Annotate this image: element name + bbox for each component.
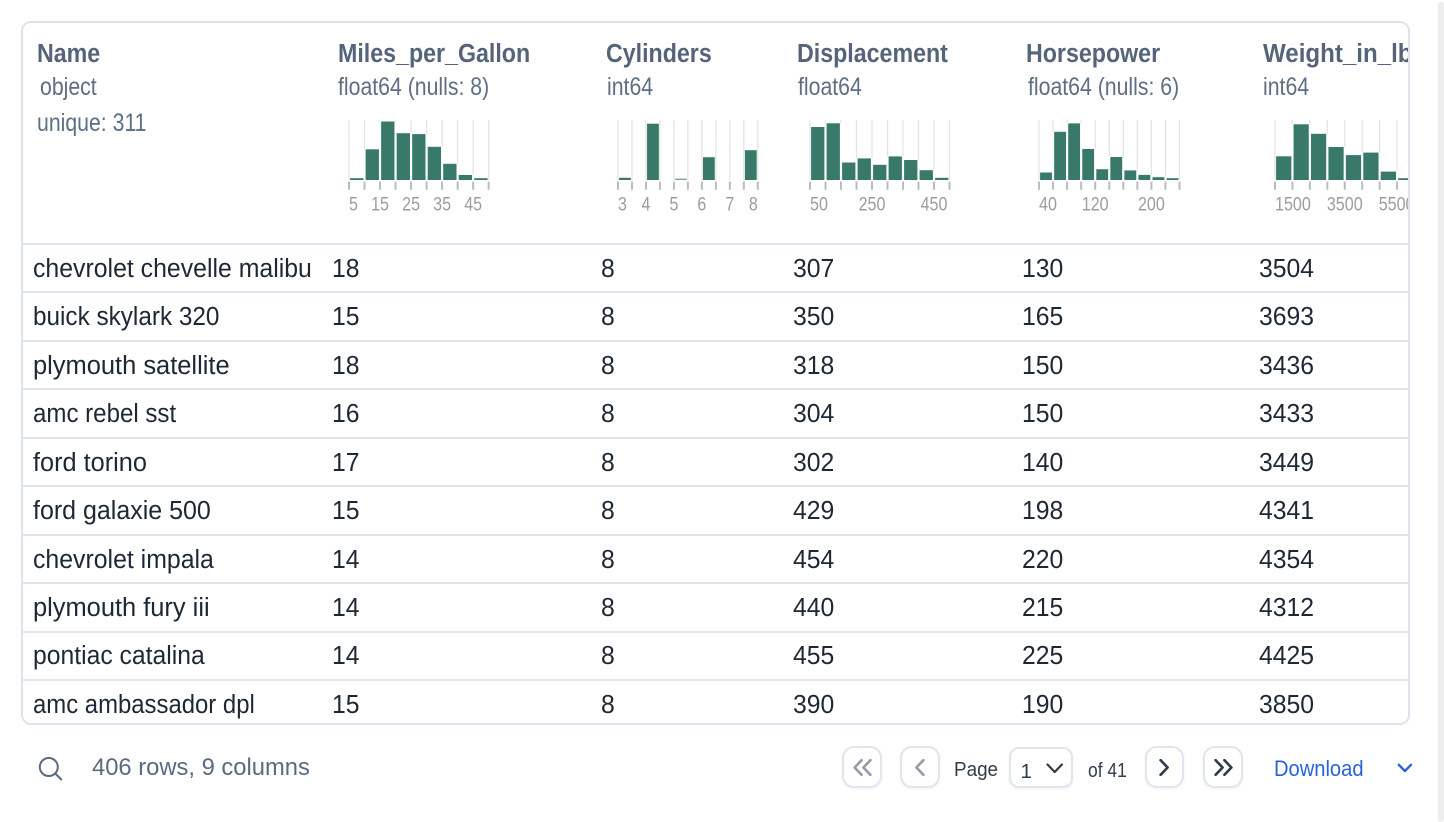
svg-text:5500: 5500 (1379, 194, 1410, 215)
svg-text:4: 4 (641, 194, 650, 215)
svg-text:6: 6 (697, 194, 706, 215)
svg-text:15: 15 (371, 194, 389, 215)
svg-text:5: 5 (349, 194, 358, 215)
svg-text:3500: 3500 (1327, 194, 1363, 215)
svg-text:25: 25 (402, 194, 420, 215)
svg-text:200: 200 (1138, 194, 1165, 215)
svg-text:45: 45 (464, 194, 482, 215)
svg-text:5: 5 (669, 194, 678, 215)
svg-text:8: 8 (749, 194, 758, 215)
svg-text:50: 50 (810, 194, 828, 215)
svg-text:450: 450 (920, 194, 947, 215)
svg-text:1500: 1500 (1275, 194, 1311, 215)
svg-text:35: 35 (433, 194, 451, 215)
svg-text:3: 3 (618, 194, 627, 215)
svg-text:40: 40 (1039, 194, 1057, 215)
svg-text:120: 120 (1082, 194, 1109, 215)
svg-text:7: 7 (725, 194, 734, 215)
svg-text:250: 250 (858, 194, 885, 215)
